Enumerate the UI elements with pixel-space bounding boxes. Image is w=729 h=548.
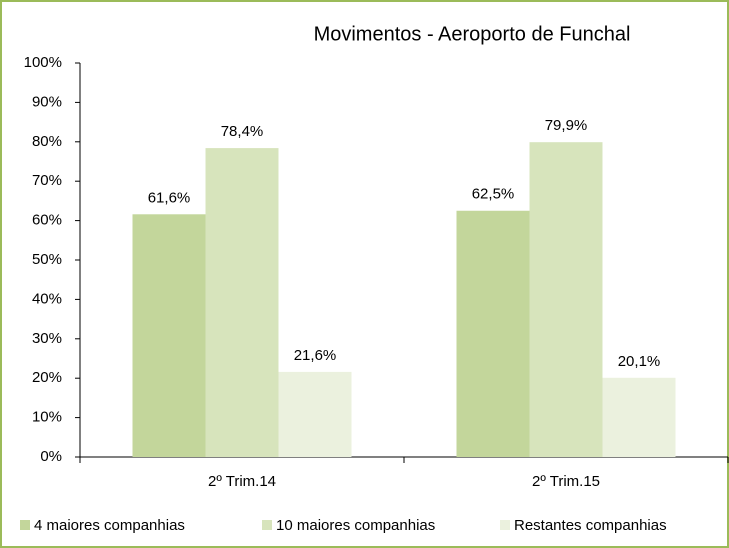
- value-label: 62,5%: [472, 186, 515, 203]
- y-tick-label: 90%: [32, 93, 62, 110]
- value-label: 79,9%: [545, 117, 588, 134]
- y-tick-label: 80%: [32, 133, 62, 150]
- x-tick-label: 2º Trim.15: [532, 473, 600, 490]
- y-tick-label: 0%: [40, 448, 62, 465]
- bar: [529, 142, 603, 457]
- value-label: 78,4%: [221, 123, 264, 140]
- x-tick-label: 2º Trim.14: [208, 473, 276, 490]
- bar: [456, 210, 530, 457]
- legend-swatch: [262, 520, 272, 530]
- legend-label: 10 maiores companhias: [276, 517, 435, 534]
- bar: [132, 214, 206, 457]
- value-label: 61,6%: [148, 189, 191, 206]
- bar: [205, 148, 279, 457]
- legend-swatch: [20, 520, 30, 530]
- value-label: 20,1%: [618, 353, 661, 370]
- legend-swatch: [500, 520, 510, 530]
- chart-title: Movimentos - Aeroporto de Funchal: [314, 23, 631, 45]
- y-tick-label: 100%: [24, 54, 62, 71]
- y-tick-label: 60%: [32, 212, 62, 229]
- y-tick-label: 10%: [32, 409, 62, 426]
- y-tick-label: 70%: [32, 172, 62, 189]
- y-tick-label: 40%: [32, 290, 62, 307]
- y-tick-label: 50%: [32, 251, 62, 268]
- value-label: 21,6%: [294, 347, 337, 364]
- bar: [602, 377, 676, 457]
- y-tick-label: 30%: [32, 330, 62, 347]
- legend-label: 4 maiores companhias: [34, 517, 185, 534]
- bar: [278, 371, 352, 457]
- legend-label: Restantes companhias: [514, 517, 667, 534]
- y-tick-label: 20%: [32, 369, 62, 386]
